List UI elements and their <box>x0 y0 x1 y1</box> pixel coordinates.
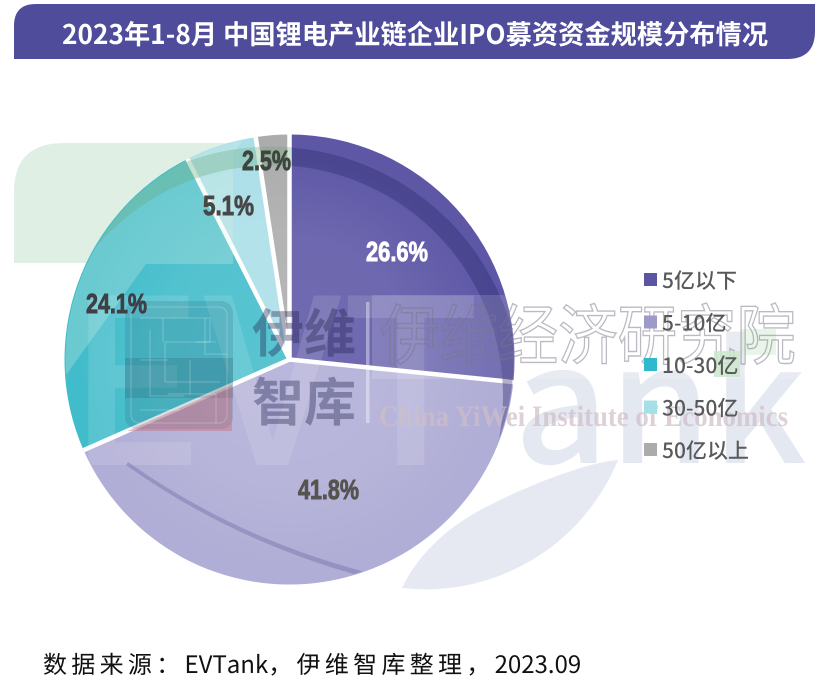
svg-text:41.8%: 41.8% <box>298 474 359 505</box>
svg-text:China YiWei Institute of Econo: China YiWei Institute of Economics <box>379 400 788 433</box>
svg-text:5.1%: 5.1% <box>203 190 254 221</box>
svg-text:24.1%: 24.1% <box>86 288 147 319</box>
svg-text:26.6%: 26.6% <box>366 236 428 267</box>
svg-text:2.5%: 2.5% <box>242 145 291 176</box>
